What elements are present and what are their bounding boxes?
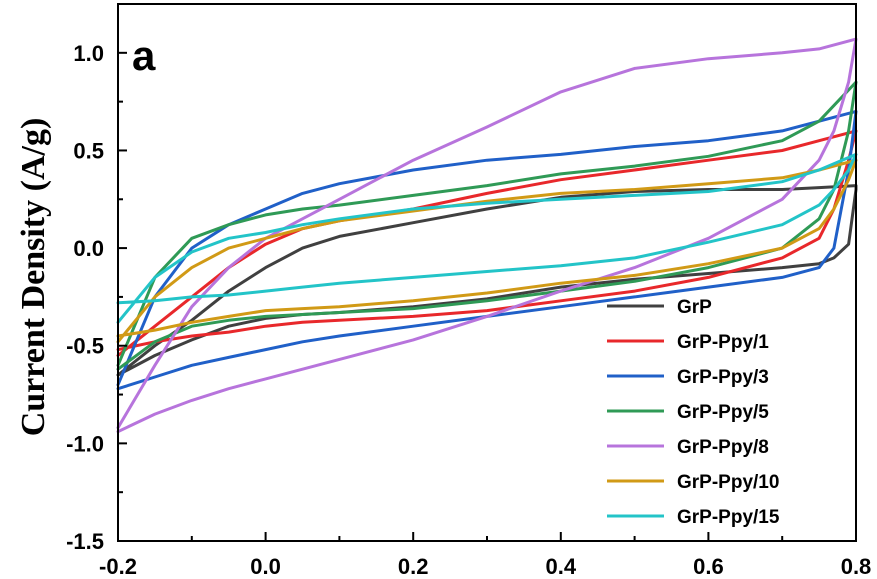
x-tick-label: 0.2 bbox=[398, 554, 429, 579]
y-tick-label: -1.5 bbox=[66, 529, 104, 554]
x-tick-label: 0.0 bbox=[250, 554, 281, 579]
legend-label-3: GrP-Ppy/5 bbox=[677, 402, 769, 423]
y-tick-label: -1.0 bbox=[66, 431, 104, 456]
series-line-5 bbox=[116, 158, 858, 344]
x-tick-label: 0.6 bbox=[693, 554, 724, 579]
x-tick-label: -0.2 bbox=[99, 554, 137, 579]
legend-label-4: GrP-Ppy/8 bbox=[677, 437, 769, 458]
legend-label-1: GrP-Ppy/1 bbox=[677, 332, 769, 353]
series-line-3 bbox=[116, 80, 858, 371]
axis-layer: -0.2 0.0 0.2 0.4 0.6 0.8 -1.5 -1.0 -0.5 0.0 0.5 1.0 bbox=[66, 41, 871, 579]
series-layer bbox=[116, 37, 858, 434]
legend-label-5: GrP-Ppy/10 bbox=[677, 472, 779, 493]
panel-label: a bbox=[132, 32, 156, 79]
legend: GrP GrP-Ppy/1 GrP-Ppy/3 GrP-Ppy/5 GrP-Ppy/8 G… bbox=[607, 297, 780, 528]
legend-label-6: GrP-Ppy/15 bbox=[677, 507, 780, 528]
legend-label-0: GrP bbox=[677, 297, 712, 318]
series-line-6 bbox=[116, 152, 858, 324]
y-tick-label: 0.5 bbox=[73, 138, 104, 163]
y-tick-label: -0.5 bbox=[66, 334, 104, 359]
y-tick-label: 0.0 bbox=[73, 236, 104, 261]
x-tick-label: 0.8 bbox=[841, 554, 872, 579]
legend-label-2: GrP-Ppy/3 bbox=[677, 367, 769, 388]
y-tick-label: 1.0 bbox=[73, 41, 104, 66]
x-tick-label: 0.4 bbox=[546, 554, 577, 579]
series-line-4 bbox=[116, 37, 858, 434]
y-axis-label: Current Density (A/g) bbox=[15, 118, 52, 437]
